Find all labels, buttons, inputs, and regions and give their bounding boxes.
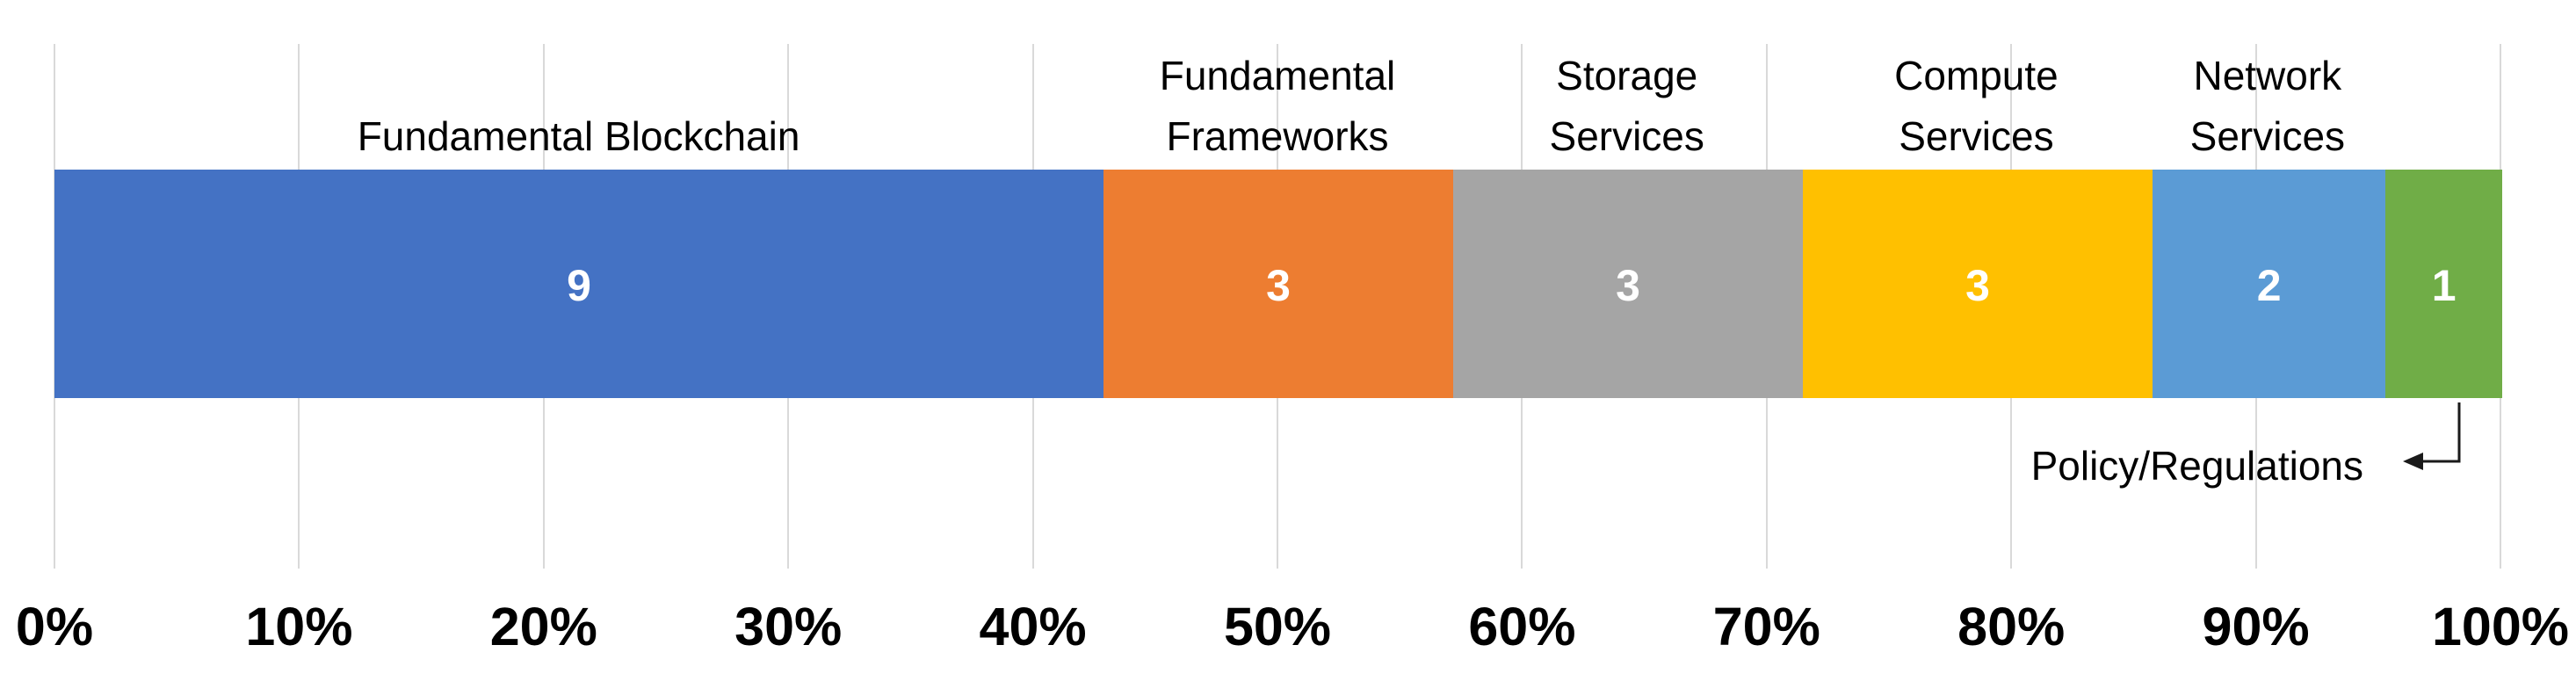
policy-arrow-icon [2403,402,2461,470]
policy-regulations-annotation-label: Policy/Regulations [2030,443,2363,489]
category-label-compute-services: Compute Services [1894,46,2059,167]
x-axis-tick-label: 0% [15,597,94,656]
category-label-storage-services: Storage Services [1550,46,1704,167]
category-label-line: Services [2189,113,2346,159]
x-axis-tick-label: 40% [979,597,1087,656]
category-label-line: Compute [1894,53,2059,98]
bar-segment-fundamental-frameworks: 3 [1103,170,1453,398]
category-labels-layer: Fundamental Blockchain Fundamental Framewo… [54,0,2500,167]
bar-segment-compute-services: 3 [1803,170,2153,398]
segment-value-label: 3 [1266,261,1291,310]
category-label-fundamental-blockchain: Fundamental Blockchain [358,106,800,167]
category-label-line: Fundamental [1159,53,1396,98]
stacked-bar: 9 3 3 3 2 1 [54,170,2502,398]
category-label-line: Network [2193,53,2342,98]
x-axis-tick-label: 100% [2431,597,2570,656]
segment-value-label: 9 [567,261,591,310]
x-axis-tick-label: 50% [1223,597,1332,656]
category-label-network-services: Network Services [2190,46,2345,167]
segment-value-label: 3 [1965,261,1990,310]
category-label-line: Storage [1556,53,1698,98]
segment-value-label: 1 [2431,261,2457,310]
x-axis-tick-label: 60% [1468,597,1576,656]
bar-segment-storage-services: 3 [1453,170,1803,398]
bar-segment-network-services: 2 [2153,170,2386,398]
x-axis-tick-label: 30% [734,597,843,656]
category-label-line: Services [1549,113,1704,159]
bar-segment-fundamental-blockchain: 9 [54,170,1103,398]
category-label-line: Services [1899,113,2054,159]
x-axis-labels: 0% 10% 20% 30% 40% 50% 60% 70% 80% 90% 100% [16,596,2569,666]
category-label-line: Frameworks [1166,113,1389,159]
category-label-fundamental-frameworks: Fundamental Frameworks [1160,46,1396,167]
bar-segment-policy-regulations: 1 [2385,170,2502,398]
x-axis-tick-label: 90% [2202,597,2310,656]
x-axis-tick-label: 80% [1957,597,2066,656]
category-label-line: Fundamental Blockchain [357,113,800,159]
x-axis-tick-label: 10% [245,597,353,656]
x-axis-tick-label: 70% [1712,597,1820,656]
segment-value-label: 2 [2256,261,2282,310]
x-axis-tick-label: 20% [489,597,597,656]
segment-value-label: 3 [1616,261,1640,310]
